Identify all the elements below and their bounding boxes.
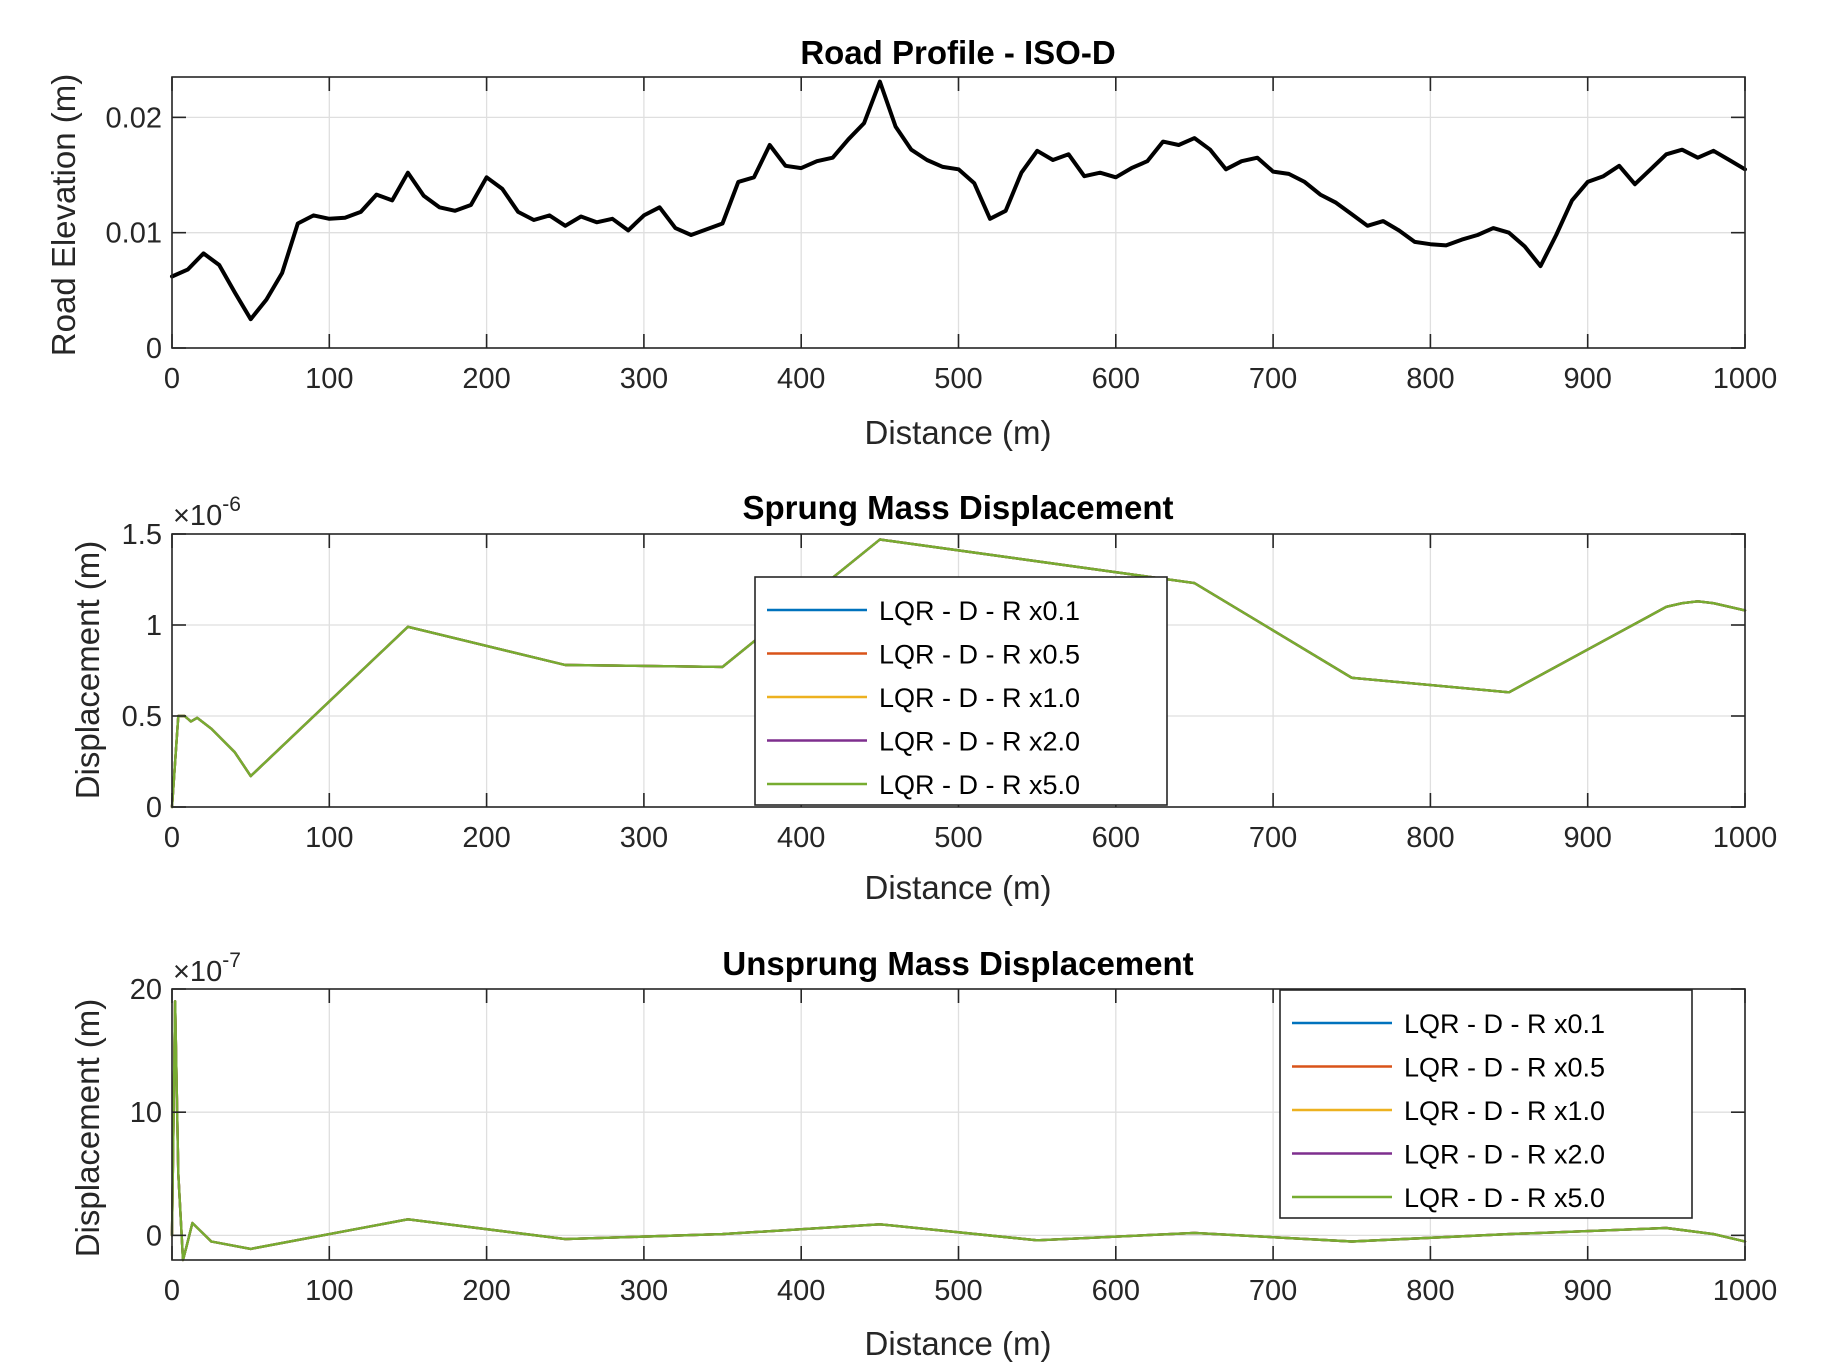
y-tick-label: 1.5 — [122, 519, 162, 551]
y-tick-label: 0.02 — [106, 102, 162, 134]
exponent-power: -6 — [222, 493, 241, 516]
x-tick-label: 800 — [1406, 363, 1454, 395]
x-tick-label: 500 — [934, 822, 982, 854]
legend: LQR - D - R x0.1 LQR - D - R x0.5 LQR - D … — [754, 576, 1168, 806]
y-axis-label: Displacement (m) — [69, 999, 106, 1258]
x-tick-label: 900 — [1564, 363, 1612, 395]
x-tick-label: 800 — [1406, 1275, 1454, 1307]
x-tick-label: 200 — [462, 822, 510, 854]
y-tick-label: 1 — [146, 610, 162, 642]
legend-entry: LQR - D - R x1.0 — [879, 683, 1080, 713]
x-tick-label: 600 — [1092, 822, 1140, 854]
chart-title: Unsprung Mass Displacement — [722, 945, 1193, 982]
series-line-5 — [170, 1000, 1747, 1262]
y-tick-label: 0 — [146, 792, 162, 824]
legend-entry: LQR - D - R x5.0 — [1404, 1183, 1605, 1213]
series-line-5 — [170, 538, 1747, 809]
legend-entry: LQR - D - R x1.0 — [1404, 1096, 1605, 1126]
x-tick-label: 0 — [164, 822, 180, 854]
x-tick-label: 1000 — [1713, 822, 1778, 854]
legend-entry: LQR - D - R x2.0 — [879, 727, 1080, 757]
legend-box — [754, 576, 1168, 806]
legend-entry: LQR - D - R x0.5 — [879, 640, 1080, 670]
legend-entry: LQR - D - R x0.1 — [1404, 1009, 1605, 1039]
x-tick-label: 100 — [305, 363, 353, 395]
x-tick-label: 200 — [462, 1275, 510, 1307]
x-tick-label: 600 — [1092, 363, 1140, 395]
y-tick-label: 10 — [130, 1097, 162, 1129]
legend-entry: LQR - D - R x0.5 — [1404, 1053, 1605, 1083]
axis-ticks: 0 100 200 300 400 500 600 700 800 900 1000 0 0.01 0.0… — [106, 77, 1778, 395]
x-tick-label: 100 — [305, 1275, 353, 1307]
x-tick-label: 300 — [620, 822, 668, 854]
road-profile-panel: Road Profile - ISO-D Distance (m) Road E… — [45, 34, 1777, 451]
x-axis-label: Distance (m) — [864, 414, 1051, 451]
y-tick-label: 0.01 — [106, 218, 162, 250]
x-tick-label: 900 — [1564, 822, 1612, 854]
chart-title: Road Profile - ISO-D — [800, 34, 1115, 71]
exponent-base: ×10 — [173, 500, 222, 532]
x-tick-label: 0 — [164, 363, 180, 395]
legend-entry: LQR - D - R x2.0 — [1404, 1140, 1605, 1170]
plot-lines — [170, 538, 1747, 809]
y-axis-label: Displacement (m) — [69, 541, 106, 800]
x-axis-label: Distance (m) — [864, 869, 1051, 906]
x-tick-label: 600 — [1092, 1275, 1140, 1307]
x-tick-label: 900 — [1564, 1275, 1612, 1307]
series-line-1 — [170, 79, 1747, 322]
x-tick-label: 400 — [777, 1275, 825, 1307]
y-axis-exponent: ×10-7 — [173, 949, 241, 988]
chart-title: Sprung Mass Displacement — [743, 489, 1174, 526]
x-tick-label: 300 — [620, 363, 668, 395]
unsprung-mass-panel: Unsprung Mass Displacement Distance (m) … — [69, 945, 1777, 1362]
legend: LQR - D - R x0.1 LQR - D - R x0.5 LQR - D … — [1279, 989, 1693, 1219]
x-tick-label: 0 — [164, 1275, 180, 1307]
x-tick-label: 400 — [777, 363, 825, 395]
y-tick-label: 0.5 — [122, 701, 162, 733]
x-tick-label: 700 — [1249, 822, 1297, 854]
x-tick-label: 1000 — [1713, 1275, 1778, 1307]
y-tick-label: 0 — [146, 333, 162, 365]
x-tick-label: 700 — [1249, 363, 1297, 395]
plot-lines — [170, 1000, 1747, 1262]
x-tick-label: 800 — [1406, 822, 1454, 854]
legend-entry: LQR - D - R x5.0 — [879, 770, 1080, 800]
x-tick-label: 300 — [620, 1275, 668, 1307]
legend-entry: LQR - D - R x0.1 — [879, 596, 1080, 626]
x-tick-label: 500 — [934, 1275, 982, 1307]
x-tick-label: 100 — [305, 822, 353, 854]
exponent-base: ×10 — [173, 956, 222, 988]
x-axis-label: Distance (m) — [864, 1325, 1051, 1362]
x-tick-label: 200 — [462, 363, 510, 395]
x-tick-label: 500 — [934, 363, 982, 395]
legend-box — [1279, 989, 1693, 1219]
x-tick-label: 400 — [777, 822, 825, 854]
y-tick-label: 20 — [130, 974, 162, 1006]
exponent-power: -7 — [222, 949, 241, 972]
axis-ticks: 0 100 200 300 400 500 600 700 800 900 1000 0 10 20 — [130, 974, 1778, 1307]
y-axis-label: Road Elevation (m) — [45, 74, 82, 356]
sprung-mass-panel: Sprung Mass Displacement Distance (m) Di… — [69, 489, 1777, 906]
y-axis-exponent: ×10-6 — [173, 493, 241, 532]
x-tick-label: 1000 — [1713, 363, 1778, 395]
axis-ticks: 0 100 200 300 400 500 600 700 800 900 1000 0 0.5 1 1.5 — [122, 519, 1778, 854]
x-tick-label: 700 — [1249, 1275, 1297, 1307]
y-tick-label: 0 — [146, 1220, 162, 1252]
plot-lines — [170, 79, 1747, 322]
